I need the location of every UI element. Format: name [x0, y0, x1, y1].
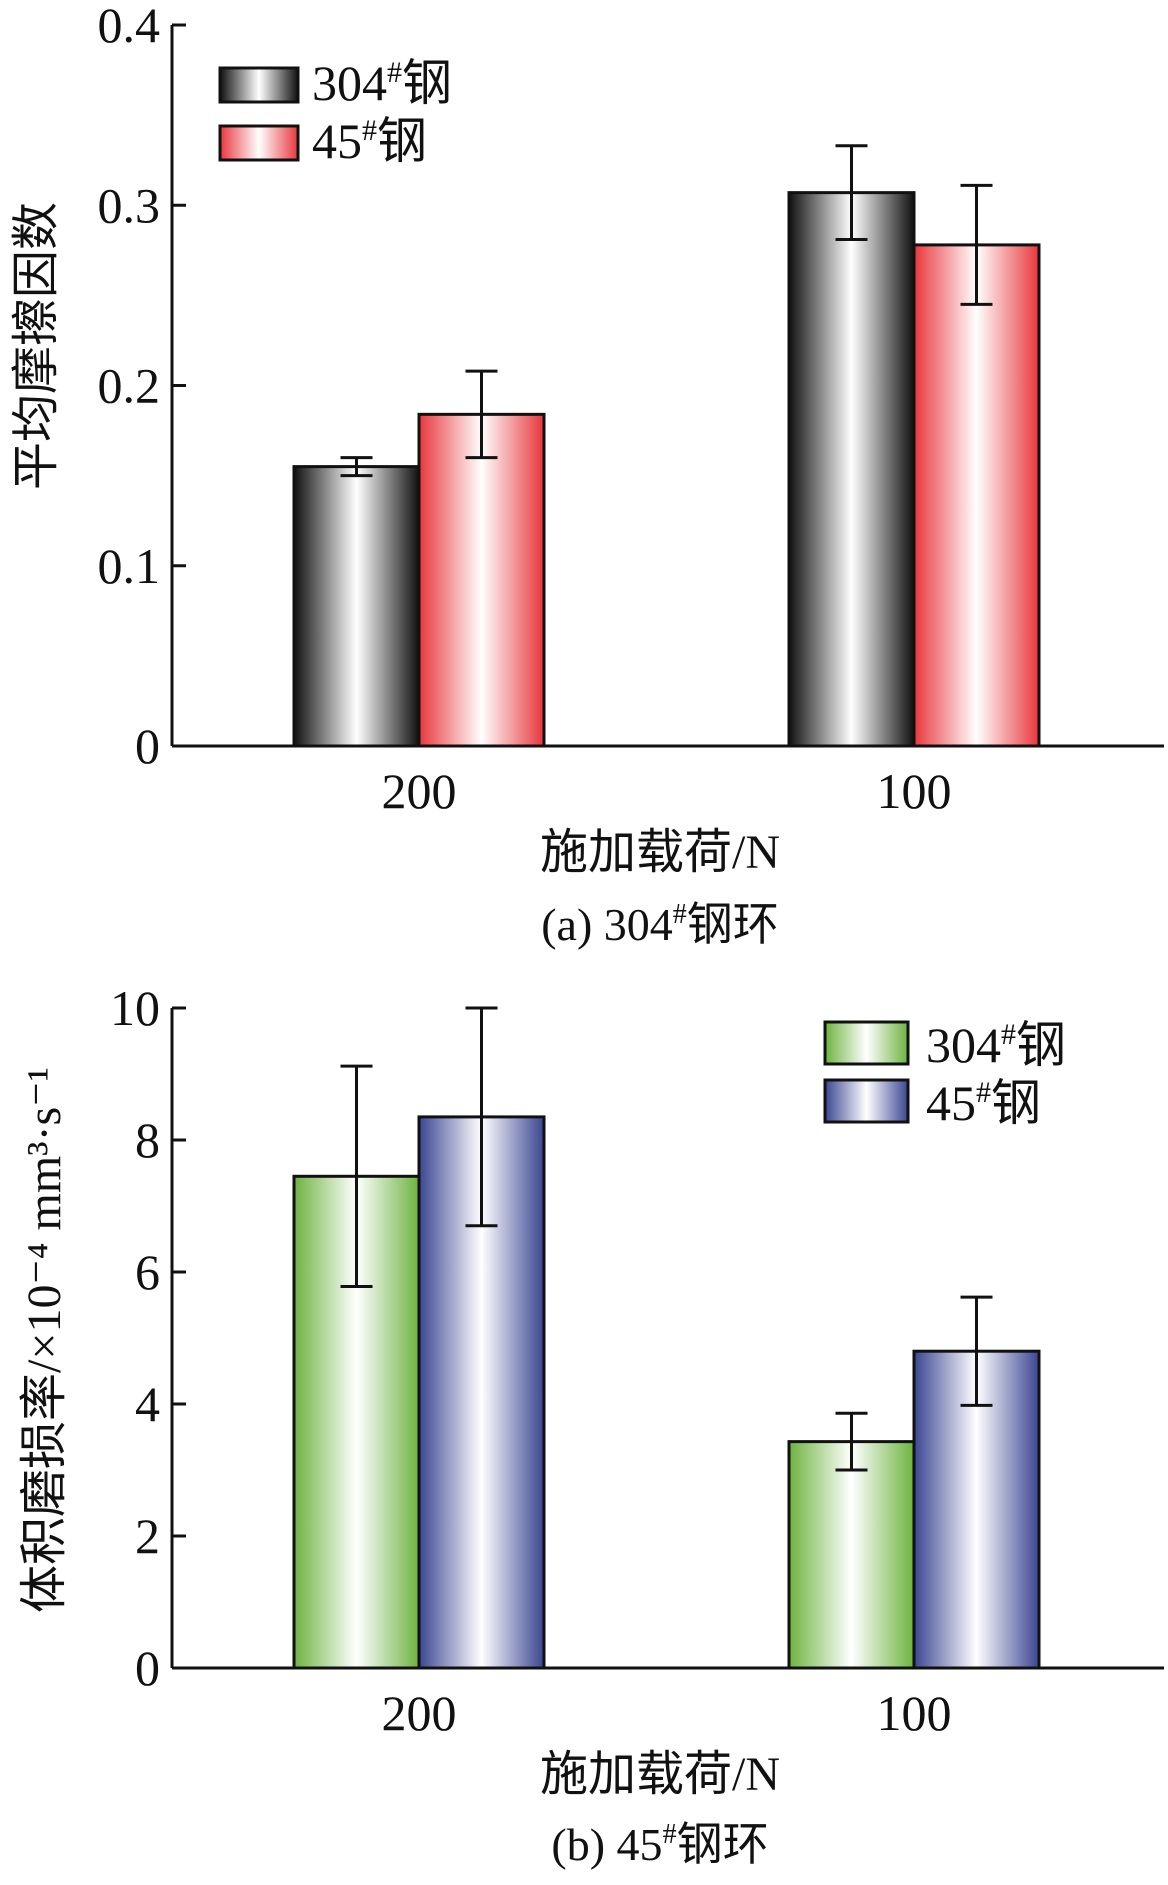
legend-label-a-0: 304#钢 [312, 55, 452, 111]
error-bar-b-s0-c1 [835, 1411, 868, 1472]
panel-b-x-axis-label: 施加载荷/N [540, 1748, 780, 1801]
panel-a-legend: 304#钢45#钢 [218, 55, 452, 169]
error-bar-a-s0-c0 [340, 456, 373, 478]
error-bar-a-s1-c1 [960, 183, 993, 306]
error-bar-a-s0-c1 [835, 144, 868, 241]
panel-a-x-ticks: 200 100 [382, 763, 952, 819]
bar-a-s1-c0 [417, 412, 546, 748]
error-bar-b-s0-c0 [340, 1064, 373, 1289]
legend-label-b-1: 45#钢 [926, 1075, 1041, 1131]
error-bar-b-s1-c0 [465, 1006, 498, 1228]
y-tick-label-a-0: 0 [135, 718, 160, 774]
panel-a-y-ticks: 0 0.1 0.2 0.3 0.4 [98, 0, 186, 774]
x-tick-label-a-0: 200 [382, 763, 457, 819]
bar-a-s1-c1 [912, 243, 1041, 748]
y-tick-label-b-3: 6 [135, 1244, 160, 1300]
panel-b-y-ticks: 0 2 4 6 8 10 [110, 980, 186, 1696]
panel-b-axes [170, 1008, 1164, 1670]
x-tick-label-a-1: 100 [877, 763, 952, 819]
legend-swatch-a-1 [218, 124, 300, 162]
y-tick-label-a-4: 0.4 [98, 0, 161, 53]
panel-b-chart: 0 2 4 6 8 10 200 100 304#钢45#钢 体积磨损率/×10⁻⁴ mm³… [18, 980, 1164, 1870]
panel-a-bars [292, 191, 1041, 748]
panel-a-caption: (a) 304#钢环 [541, 899, 779, 950]
panel-b-error-bars [340, 1006, 993, 1472]
x-tick-label-b-1: 100 [877, 1685, 952, 1741]
panel-b-y-axis-label: 体积磨损率/×10⁻⁴ mm³·s⁻¹ [18, 1067, 71, 1613]
y-tick-label-b-0: 0 [135, 1640, 160, 1696]
bar-a-s0-c0 [292, 465, 421, 748]
legend-label-a-1: 45#钢 [312, 113, 427, 169]
panel-a-error-bars [340, 144, 993, 478]
panel-a-chart: 0 0.1 0.2 0.3 0.4 200 100 304#钢45#钢 平均摩擦因数 施加… [10, 0, 1164, 950]
y-tick-label-a-1: 0.1 [98, 538, 161, 594]
legend-label-b-0: 304#钢 [926, 1017, 1066, 1073]
error-bar-b-s1-c1 [960, 1295, 993, 1407]
x-tick-label-b-0: 200 [382, 1685, 457, 1741]
error-bar-a-s1-c0 [465, 369, 498, 460]
y-tick-label-b-2: 4 [135, 1376, 160, 1432]
y-tick-label-a-2: 0.2 [98, 358, 161, 414]
y-tick-label-b-1: 2 [135, 1508, 160, 1564]
panel-b-x-ticks: 200 100 [382, 1685, 952, 1741]
legend-swatch-b-1 [823, 1078, 910, 1124]
y-tick-label-b-4: 8 [135, 1112, 160, 1168]
y-tick-label-a-3: 0.3 [98, 177, 161, 233]
bar-b-s0-c1 [787, 1440, 916, 1670]
legend-swatch-a-0 [218, 66, 300, 104]
legend-swatch-b-0 [823, 1020, 910, 1066]
panel-a-y-axis-label: 平均摩擦因数 [10, 202, 63, 490]
panel-b-bars [292, 1115, 1041, 1670]
panel-b-caption: (b) 45#钢环 [551, 1819, 768, 1870]
panel-b-legend: 304#钢45#钢 [823, 1017, 1066, 1131]
panel-a-x-axis-label: 施加载荷/N [540, 826, 780, 879]
bar-a-s0-c1 [787, 191, 916, 748]
y-tick-label-b-5: 10 [110, 980, 160, 1036]
